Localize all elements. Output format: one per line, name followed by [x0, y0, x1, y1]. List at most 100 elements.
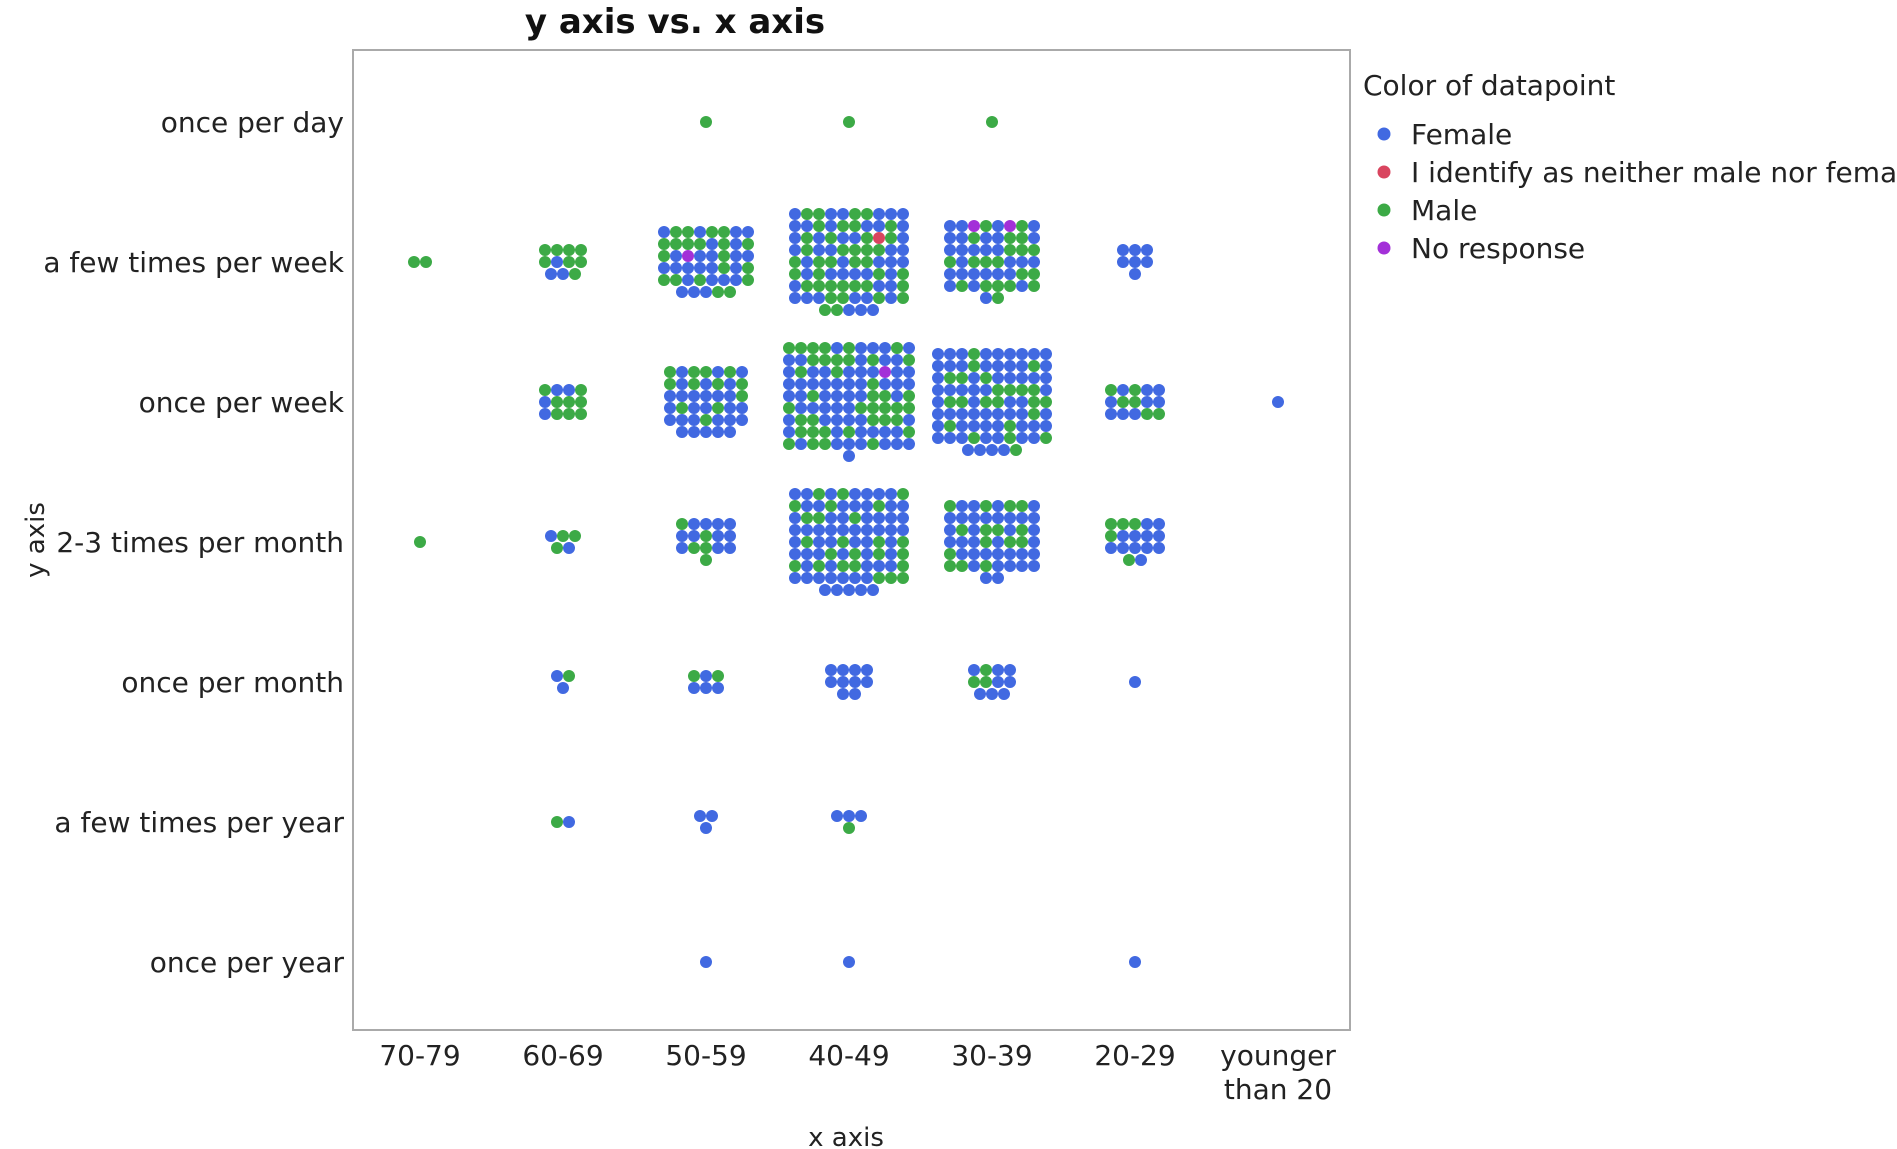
- data-point: [724, 366, 736, 378]
- data-point: [980, 432, 992, 444]
- data-point: [944, 244, 956, 256]
- data-point: [1117, 530, 1129, 542]
- y-tick-label: a few times per week: [43, 246, 344, 279]
- data-point: [891, 402, 903, 414]
- data-point: [849, 676, 861, 688]
- data-point: [980, 512, 992, 524]
- data-point: [795, 366, 807, 378]
- data-point: [944, 432, 956, 444]
- data-point: [813, 488, 825, 500]
- data-point: [700, 554, 712, 566]
- data-point: [932, 372, 944, 384]
- point-cluster: [831, 810, 867, 834]
- data-point: [837, 536, 849, 548]
- data-point: [849, 500, 861, 512]
- data-point: [718, 238, 730, 250]
- data-point: [992, 268, 1004, 280]
- data-point: [1028, 384, 1040, 396]
- data-point: [843, 822, 855, 834]
- data-point: [1028, 408, 1040, 420]
- data-point: [557, 682, 569, 694]
- data-point: [1141, 256, 1153, 268]
- point-cluster: [664, 366, 748, 438]
- data-point: [849, 524, 861, 536]
- data-point: [992, 548, 1004, 560]
- data-point: [712, 682, 724, 694]
- data-point: [986, 444, 998, 456]
- data-point: [736, 402, 748, 414]
- data-point: [855, 354, 867, 366]
- data-point: [831, 584, 843, 596]
- data-point: [867, 390, 879, 402]
- y-tick-label: 2-3 times per month: [56, 526, 344, 559]
- data-point: [968, 256, 980, 268]
- data-point: [855, 438, 867, 450]
- data-point: [944, 420, 956, 432]
- data-point: [724, 542, 736, 554]
- data-point: [1105, 408, 1117, 420]
- data-point: [682, 262, 694, 274]
- data-point: [789, 524, 801, 536]
- data-point: [1129, 384, 1141, 396]
- point-cluster: [783, 342, 915, 462]
- data-point: [789, 220, 801, 232]
- data-point: [688, 670, 700, 682]
- data-point: [1028, 548, 1040, 560]
- data-point: [1105, 518, 1117, 530]
- data-point: [825, 268, 837, 280]
- data-point: [1028, 256, 1040, 268]
- data-point: [879, 354, 891, 366]
- data-point: [861, 572, 873, 584]
- data-point: [837, 500, 849, 512]
- data-point: [974, 444, 986, 456]
- point-cluster: [944, 220, 1040, 304]
- data-point: [801, 572, 813, 584]
- data-point: [867, 414, 879, 426]
- data-point: [658, 250, 670, 262]
- data-point: [825, 512, 837, 524]
- data-point: [712, 402, 724, 414]
- data-points: [408, 116, 1284, 968]
- data-point: [664, 390, 676, 402]
- data-point: [992, 408, 1004, 420]
- data-point: [1028, 372, 1040, 384]
- data-point: [551, 816, 563, 828]
- data-point: [980, 408, 992, 420]
- legend-entry: Female: [1411, 118, 1512, 151]
- data-point: [575, 384, 587, 396]
- data-point: [897, 232, 909, 244]
- data-point: [861, 268, 873, 280]
- data-point: [801, 232, 813, 244]
- data-point: [932, 420, 944, 432]
- data-point: [706, 810, 718, 822]
- data-point: [897, 572, 909, 584]
- data-point: [1016, 268, 1028, 280]
- data-point: [944, 232, 956, 244]
- data-point: [1016, 372, 1028, 384]
- data-point: [885, 560, 897, 572]
- data-point: [944, 348, 956, 360]
- data-point: [676, 542, 688, 554]
- data-point: [843, 342, 855, 354]
- data-point: [849, 232, 861, 244]
- data-point: [1004, 220, 1016, 232]
- point-cluster: [414, 536, 426, 548]
- data-point: [807, 342, 819, 354]
- data-point: [861, 500, 873, 512]
- legend: Color of datapoint Female I identify as n…: [1363, 69, 1897, 265]
- data-point: [736, 378, 748, 390]
- data-point: [1016, 560, 1028, 572]
- data-point: [801, 548, 813, 560]
- data-point: [885, 220, 897, 232]
- data-point: [718, 226, 730, 238]
- data-point: [730, 262, 742, 274]
- data-point: [968, 408, 980, 420]
- data-point: [795, 378, 807, 390]
- data-point: [897, 488, 909, 500]
- data-point: [1117, 256, 1129, 268]
- data-point: [1016, 244, 1028, 256]
- data-point: [813, 536, 825, 548]
- point-cluster: [1129, 956, 1141, 968]
- y-tick-label: once per year: [150, 946, 345, 979]
- data-point: [992, 372, 1004, 384]
